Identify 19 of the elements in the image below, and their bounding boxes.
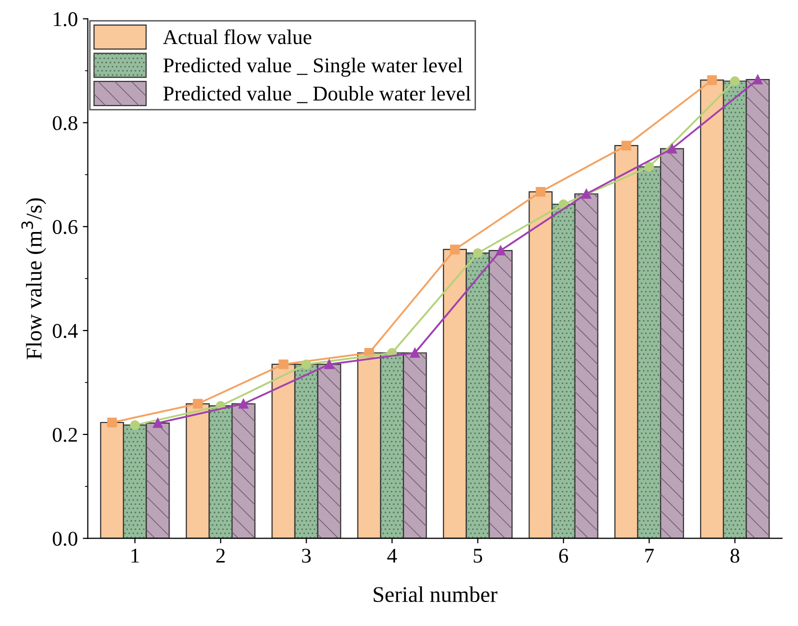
x-tick-label: 7 bbox=[645, 548, 654, 563]
y-tick-label: 0.6 bbox=[52, 220, 78, 234]
x-tick-label: 6 bbox=[559, 548, 568, 563]
x-tick-label: 2 bbox=[216, 548, 225, 563]
x-tick-label: 8 bbox=[730, 548, 740, 563]
x-tick-label: 4 bbox=[387, 548, 397, 563]
x-tick-label: 3 bbox=[302, 548, 311, 563]
y-tick-label: 0.2 bbox=[52, 428, 77, 442]
legend-label: Predicted value _ Single water level bbox=[163, 58, 463, 77]
y-tick-label: 1.0 bbox=[54, 12, 78, 26]
x-tick-label: 1 bbox=[132, 548, 139, 563]
x-tick-label: 5 bbox=[474, 548, 482, 563]
y-tick-label: 0.0 bbox=[52, 532, 78, 546]
y-tick-label: 0.4 bbox=[52, 324, 78, 338]
y-tick-label: 0.8 bbox=[52, 116, 78, 130]
legend-label: Actual flow value bbox=[162, 29, 312, 44]
y-axis-title: Flow value (m$^{3}$/s) bbox=[21, 198, 46, 360]
x-axis-title: Serial number bbox=[374, 586, 498, 602]
legend-label: Predicted value _ Double water level bbox=[163, 86, 471, 104]
